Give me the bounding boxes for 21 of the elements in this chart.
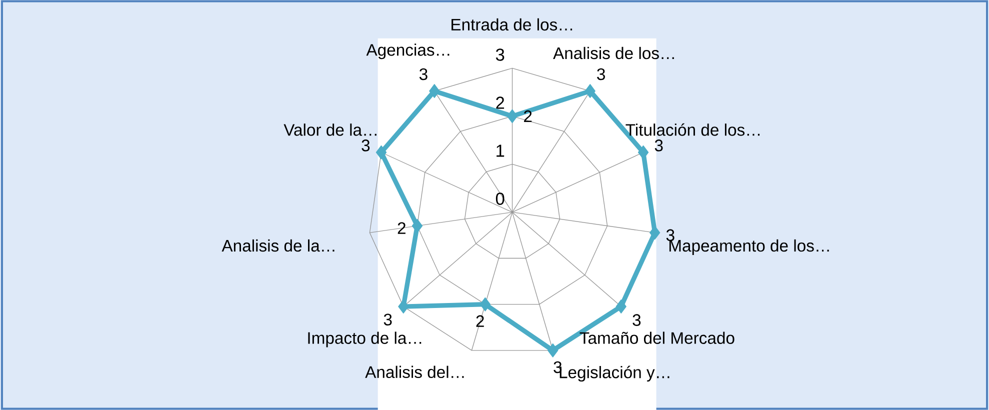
data-label: 3 (362, 140, 370, 152)
y-tick-label: 0 (496, 192, 504, 205)
data-label: 2 (398, 222, 406, 234)
data-label: 3 (419, 68, 428, 80)
spoke-label: Agencias… (366, 44, 450, 60)
spoke-label: Legislación y… (560, 366, 670, 382)
y-tick-label: 1 (496, 144, 504, 157)
spoke-label: Valor de la… (284, 124, 376, 136)
data-label: 3 (654, 140, 663, 152)
spoke-label: Tamaño del Mercado (580, 332, 734, 344)
data-label: 2 (476, 315, 484, 327)
spoke-label: Analisis de la… (222, 239, 334, 252)
y-tick-label: 3 (496, 48, 504, 61)
spoke-label: Analisis del… (365, 366, 464, 378)
spoke-label: Entrada de los… (452, 18, 572, 31)
data-label: 3 (597, 68, 605, 80)
data-label: 3 (384, 314, 392, 326)
spoke-label: Impacto de la… (308, 332, 422, 348)
spoke-label: Titulación de los… (626, 123, 760, 136)
data-label: 3 (632, 314, 641, 326)
spoke-label: Analisis de los… (553, 46, 674, 60)
